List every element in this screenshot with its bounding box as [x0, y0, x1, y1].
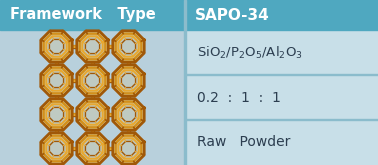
Polygon shape: [41, 133, 72, 164]
Polygon shape: [41, 99, 72, 130]
Bar: [184, 0, 186, 165]
Text: Raw   Powder: Raw Powder: [197, 135, 290, 149]
Polygon shape: [77, 31, 108, 62]
Bar: [0, 0, 378, 30]
Bar: [185, 74, 378, 75]
Polygon shape: [41, 65, 72, 96]
Text: Framework   Type: Framework Type: [10, 7, 156, 22]
Polygon shape: [77, 99, 108, 130]
Text: SAPO-34: SAPO-34: [195, 7, 270, 22]
Polygon shape: [77, 133, 108, 164]
Bar: [185, 30, 378, 165]
Polygon shape: [41, 31, 72, 62]
Polygon shape: [77, 65, 108, 96]
Polygon shape: [113, 31, 144, 62]
Polygon shape: [113, 65, 144, 96]
Polygon shape: [113, 133, 144, 164]
Bar: [185, 119, 378, 120]
Text: $\mathrm{SiO_2/P_2O_5/Al_2O_3}$: $\mathrm{SiO_2/P_2O_5/Al_2O_3}$: [197, 44, 303, 61]
Text: 0.2  :  1  :  1: 0.2 : 1 : 1: [197, 90, 281, 104]
Bar: [0, 30, 185, 165]
Polygon shape: [113, 99, 144, 130]
